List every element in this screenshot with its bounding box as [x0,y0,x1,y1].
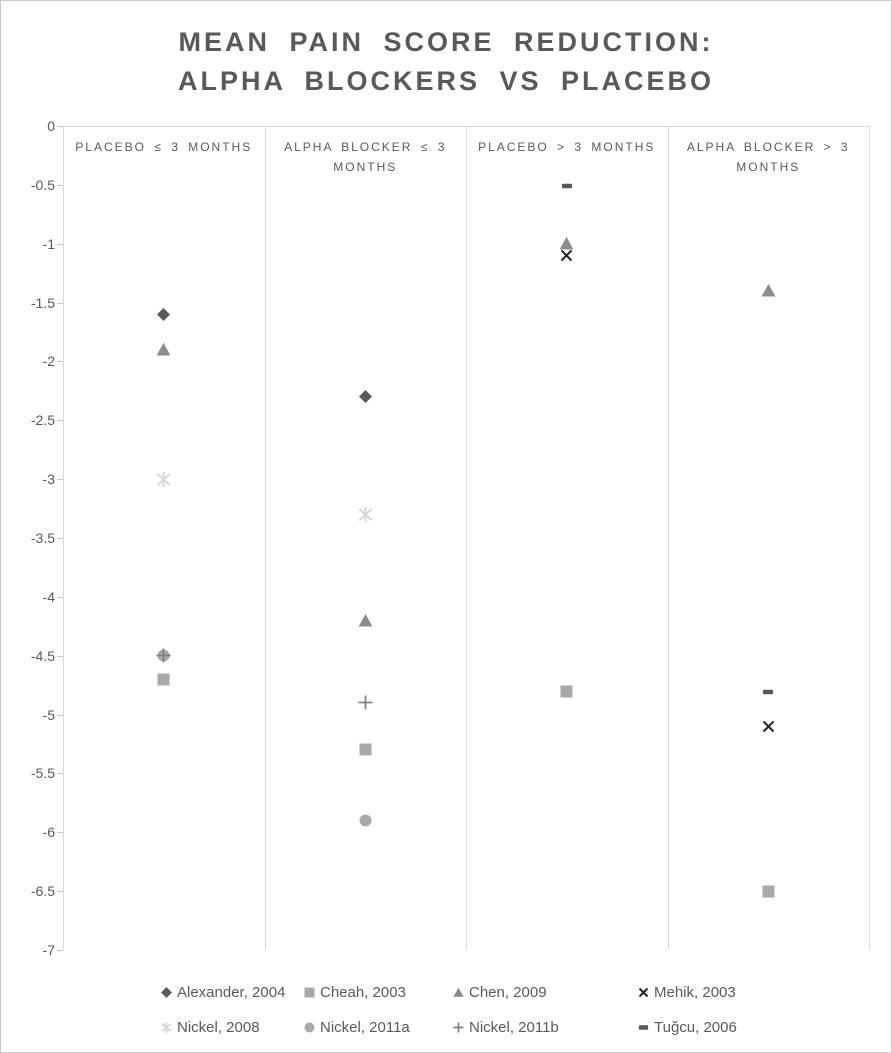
marker-diamond [157,307,171,321]
y-axis-tick [57,596,63,598]
marker-dash [561,179,573,191]
y-axis-tick [57,714,63,716]
marker-triangle [559,236,574,251]
y-axis-tick [57,420,63,422]
y-axis-label: 0 [47,118,55,134]
marker-triangle [358,613,373,628]
marker-circle [359,814,372,827]
y-axis-label: -7 [42,942,55,958]
marker-asterisk [358,506,373,522]
y-axis-line [63,126,64,950]
y-axis-tick [57,479,63,481]
y-axis-tick [57,950,63,951]
y-axis-tick [57,891,63,893]
marker-diamond [358,390,372,404]
panel-divider [264,126,266,950]
y-axis-tick [57,126,63,127]
marker-plus [156,648,171,663]
y-axis-tick [57,655,63,657]
marker-square [157,673,170,686]
y-axis-label: -2 [42,353,55,370]
y-axis-tick [57,538,63,539]
marker-dash [762,685,774,697]
marker-x [762,720,775,733]
y-axis-label: -6.5 [30,883,55,900]
panel-header: PLACEBO > 3 MONTHS [478,140,656,154]
y-axis-tick [57,832,63,834]
marker-square [560,685,573,698]
panel-header: ALPHA BLOCKER > 3 MONTHS [686,140,850,174]
y-axis-tick [57,773,63,775]
y-axis-tick [57,184,63,186]
plot-right-border [869,126,870,950]
panel-header: PLACEBO ≤ 3 MONTHS [75,140,253,154]
marker-square [359,743,372,756]
marker-square [762,885,775,898]
panel-header: ALPHA BLOCKER ≤ 3 MONTHS [284,140,447,174]
y-axis-tick [57,361,63,363]
marker-asterisk [156,471,171,487]
y-axis-label: -2.5 [30,412,55,429]
chart-title-line1: MEAN PAIN SCORE REDUCTION: [178,27,714,57]
y-axis-tick [57,302,63,304]
y-axis-label: -4 [42,588,55,605]
marker-plus [358,695,373,710]
marker-triangle [156,342,171,357]
y-axis-label: -6 [42,824,55,841]
y-axis-label: -5 [42,706,55,723]
y-axis-tick [57,243,63,245]
panel-divider [667,126,669,950]
marker-triangle [761,283,776,298]
y-axis-label: -3 [42,471,55,488]
y-axis-label: -5.5 [30,765,55,782]
y-axis-label: -0.5 [30,176,55,193]
panel-divider [466,126,467,950]
y-axis-label: -1 [42,235,55,252]
y-axis-label: -3.5 [30,530,55,546]
chart-title-line2: ALPHA BLOCKERS VS PLACEBO [177,66,715,96]
marker-x [560,249,573,262]
y-axis-label: -1.5 [30,294,55,311]
chart-title: MEAN PAIN SCORE REDUCTION: ALPHA BLOCKER… [1,23,891,101]
y-axis-label: -4.5 [30,647,55,664]
